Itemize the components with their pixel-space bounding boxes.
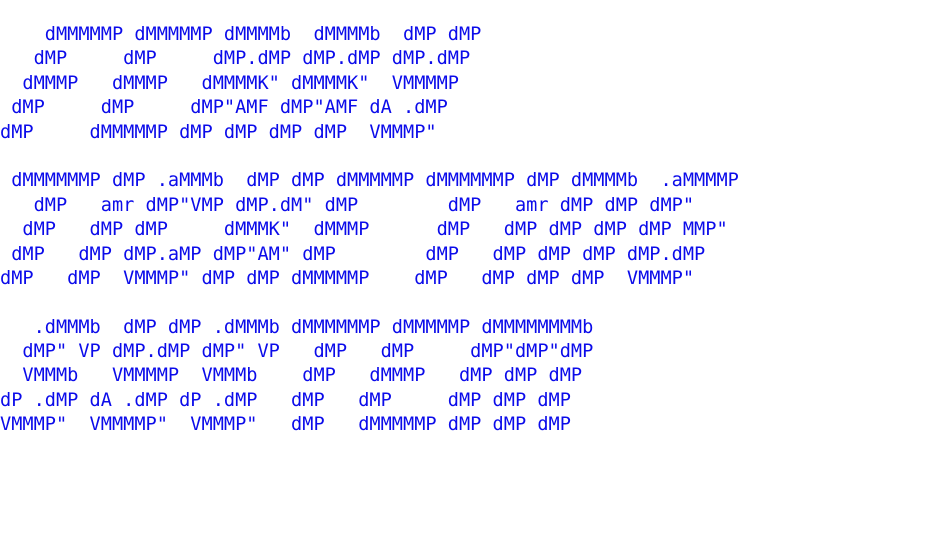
ascii-line-4: dMP dMP dMP"AMF dMP"AMF dA .dMP xyxy=(0,97,448,119)
ascii-line-2: dMP dMP dMP.dMP dMP.dMP dMP.dMP xyxy=(0,48,471,70)
ascii-line-7: dMMMMMMP dMP .aMMMb dMP dMP dMMMMMP dMMM… xyxy=(0,170,739,192)
ascii-line-8: dMP amr dMP"VMP dMP.dM" dMP dMP amr dMP … xyxy=(0,194,695,216)
ascii-line-10: dMP dMP dMP.aMP dMP"AM" dMP dMP dMP dMP … xyxy=(0,243,706,265)
ascii-line-5: dMP dMMMMMP dMP dMP dMP dMP VMMMP" xyxy=(0,121,437,143)
ascii-line-9: dMP dMP dMP dMMMK" dMMMP dMP dMP dMP dMP… xyxy=(0,219,728,241)
ascii-line-3: dMMMP dMMMP dMMMMK" dMMMMK" VMMMMP xyxy=(0,72,459,94)
ascii-line-11: dMP dMP VMMMP" dMP dMP dMMMMMP dMP dMP d… xyxy=(0,267,695,289)
ascii-line-15: VMMMb VMMMMP VMMMb dMP dMMMP dMP dMP dMP xyxy=(0,365,583,387)
ascii-line-1: dMMMMMP dMMMMMP dMMMMb dMMMMb dMP dMP xyxy=(0,24,482,45)
ascii-line-14: dMP" VP dMP.dMP dMP" VP dMP dMP dMP"dMP"… xyxy=(0,341,594,363)
ascii-line-16: dP .dMP dA .dMP dP .dMP dMP dMP dMP dMP … xyxy=(0,389,571,411)
ascii-line-12 xyxy=(0,291,739,315)
ascii-line-6 xyxy=(0,145,739,169)
ascii-art-banner: dMMMMMP dMMMMMP dMMMMb dMMMMb dMP dMP dM… xyxy=(0,23,739,438)
ascii-line-17: VMMMP" VMMMMP" VMMMP" dMP dMMMMMP dMP dM… xyxy=(0,414,571,436)
ascii-line-13: .dMMMb dMP dMP .dMMMb dMMMMMMP dMMMMMP d… xyxy=(0,316,594,338)
